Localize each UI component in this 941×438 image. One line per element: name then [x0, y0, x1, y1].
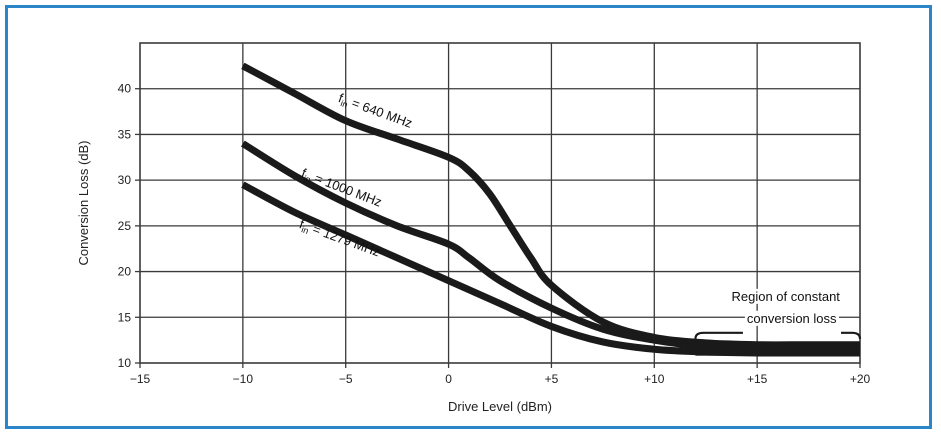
constant-loss-band — [695, 341, 860, 356]
series-layer — [241, 62, 860, 357]
x-tick-label: −15 — [130, 372, 151, 386]
region-label-line1: Region of constant — [732, 289, 841, 304]
region-brace — [694, 331, 862, 339]
axis-layer: −15 −10 −5 0 +5 +10 +15 +20 10 15 20 25 30 35 40 Drive … — [76, 82, 871, 414]
region-label-line2: conversion loss — [747, 311, 837, 326]
x-axis-label: Drive Level (dBm) — [448, 399, 552, 414]
x-tick-label: −5 — [339, 372, 353, 386]
x-tick-label: +20 — [850, 372, 871, 386]
x-tick-label: 0 — [445, 372, 452, 386]
y-tick-label: 30 — [118, 173, 132, 187]
plot-border — [139, 42, 861, 364]
y-tick-label: 10 — [118, 356, 132, 370]
label-1279mhz: fin = 1279 MHz — [297, 216, 382, 261]
chart-frame: fin = 640 MHz fin = 1000 MHz fin = 1279 MH… — [5, 5, 932, 429]
region-label-bg — [744, 310, 840, 326]
x-tick-label: +10 — [644, 372, 665, 386]
y-tick-label: 25 — [118, 219, 132, 233]
y-tick-label: 40 — [118, 82, 132, 96]
region-label-bg — [729, 288, 843, 304]
x-tick-label: −10 — [233, 372, 254, 386]
label-640mhz: fin = 640 MHz — [336, 90, 415, 132]
x-tick-label: +15 — [747, 372, 768, 386]
x-tick-label: +5 — [545, 372, 559, 386]
y-tick-label: 35 — [118, 127, 132, 141]
y-tick-label: 20 — [118, 265, 132, 279]
y-axis-label: Conversion Loss (dB) — [76, 141, 91, 266]
y-tick-label: 15 — [118, 310, 132, 324]
